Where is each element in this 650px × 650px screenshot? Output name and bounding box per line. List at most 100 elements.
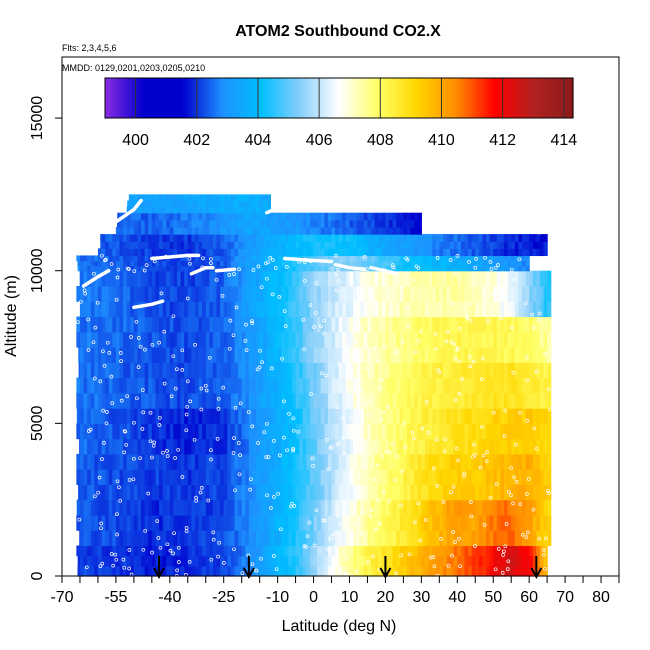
heatmap-cell [482, 514, 487, 531]
heatmap-cell [374, 423, 379, 440]
heatmap-cell [306, 234, 311, 242]
heatmap-cell [539, 234, 545, 242]
heatmap-cell [230, 331, 236, 348]
heatmap-cell [306, 530, 311, 547]
heatmap-cell [338, 484, 343, 501]
heatmap-cell [432, 499, 437, 516]
heatmap-cell [435, 545, 440, 557]
heatmap-cell [151, 555, 157, 567]
heatmap-cell [187, 423, 192, 440]
heatmap-cell [266, 408, 272, 424]
heatmap-cell [126, 255, 131, 262]
heatmap-cell [198, 331, 203, 348]
heatmap-cell [151, 241, 157, 249]
heatmap-cell [220, 545, 225, 557]
heatmap-cell [277, 565, 282, 577]
heatmap-cell [381, 212, 387, 221]
heatmap-cell [392, 453, 397, 470]
heatmap-cell [202, 545, 207, 557]
heatmap-cell [238, 270, 243, 287]
heatmap-cell [389, 301, 394, 318]
heatmap-cell [335, 347, 340, 363]
sample-point [201, 256, 205, 261]
heatmap-cell [270, 347, 275, 363]
heatmap-cell [378, 377, 383, 394]
heatmap-cell [205, 514, 210, 531]
heatmap-cell [291, 226, 297, 235]
heatmap-cell [504, 408, 509, 424]
heatmap-cell [270, 408, 275, 424]
sample-point [371, 477, 376, 482]
colorbar-segment [479, 78, 483, 118]
heatmap-cell [435, 331, 440, 348]
heatmap-cell [216, 499, 221, 516]
heatmap-cell [450, 255, 455, 262]
heatmap-cell [252, 555, 257, 567]
heatmap-cell [187, 408, 192, 424]
sample-point [259, 556, 263, 561]
heatmap-cell [424, 555, 430, 567]
heatmap-cell [439, 484, 444, 501]
heatmap-cell [299, 499, 304, 516]
heatmap-cell [259, 484, 264, 501]
heatmap-cell [468, 408, 473, 424]
heatmap-cell [521, 469, 527, 486]
heatmap-cell [428, 270, 433, 287]
heatmap-cell [324, 469, 329, 486]
sample-point [453, 271, 458, 276]
heatmap-cell [478, 248, 484, 257]
sample-point [367, 399, 372, 404]
sample-point [115, 512, 119, 517]
heatmap-cell [457, 241, 462, 249]
sample-point [121, 557, 126, 562]
heatmap-cell [108, 555, 113, 567]
heatmap-cell [112, 484, 117, 501]
heatmap-cell [532, 545, 537, 557]
heatmap-cell [374, 212, 379, 221]
heatmap-cell [306, 347, 311, 363]
heatmap-cell [327, 219, 333, 228]
heatmap-cell [133, 453, 139, 470]
heatmap-cell [141, 248, 146, 257]
heatmap-cell [507, 392, 512, 409]
heatmap-cell [457, 377, 462, 394]
heatmap-cell [148, 241, 153, 249]
heatmap-cell [87, 331, 92, 348]
colorbar-segment [354, 78, 358, 118]
colorbar-segment [346, 78, 350, 118]
heatmap-cell [245, 331, 250, 348]
heatmap-cell [381, 392, 387, 409]
heatmap-cell [259, 265, 264, 272]
heatmap-cell [299, 265, 304, 272]
heatmap-cell [446, 347, 451, 363]
heatmap-cell [302, 362, 307, 379]
heatmap-cell [389, 316, 394, 333]
x-tick-label: -10 [266, 589, 289, 606]
heatmap-cell [159, 469, 164, 486]
heatmap-cell [410, 212, 415, 221]
heatmap-cell [439, 347, 444, 363]
sample-point [171, 314, 176, 319]
heatmap-cell [363, 438, 369, 455]
heatmap-cell [144, 453, 149, 470]
heatmap-cell [493, 484, 498, 501]
sample-point [193, 343, 197, 347]
heatmap-cell [180, 484, 185, 501]
heatmap-cell [511, 423, 516, 440]
heatmap-cell [521, 241, 527, 249]
heatmap-cell [547, 453, 552, 470]
heatmap-cell [97, 270, 103, 287]
sample-point [114, 557, 119, 562]
heatmap-cell [112, 423, 117, 440]
heatmap-cell [363, 555, 369, 567]
heatmap-cell [493, 234, 498, 242]
heatmap-cell [464, 484, 469, 501]
heatmap-cell [529, 545, 534, 557]
heatmap-cell [234, 408, 239, 424]
heatmap-cell [274, 270, 279, 287]
heatmap-cell [101, 331, 106, 348]
sample-point [165, 454, 170, 458]
heatmap-cell [115, 484, 121, 501]
heatmap-cell [442, 331, 448, 348]
heatmap-cell [180, 469, 185, 486]
